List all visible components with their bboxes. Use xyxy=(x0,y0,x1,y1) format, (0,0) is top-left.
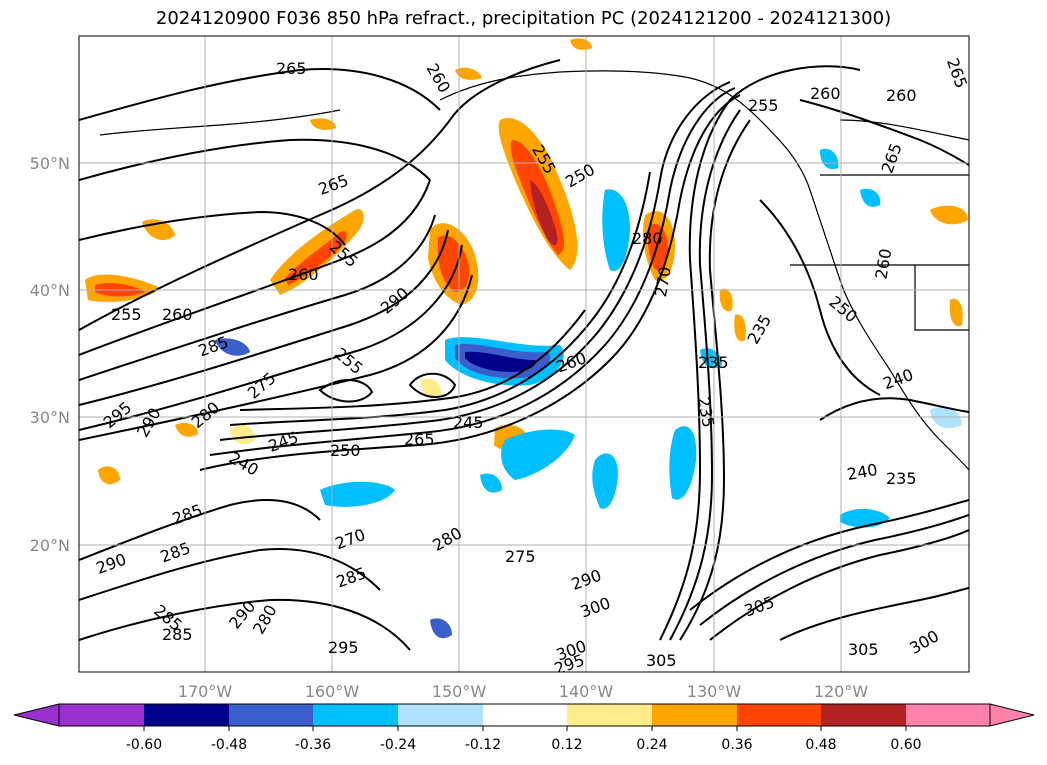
map-title: 2024120900 F036 850 hPa refract., precip… xyxy=(155,8,892,29)
contour-label: 265 xyxy=(276,59,307,78)
lat-label-50n: 50°N xyxy=(30,154,70,173)
lon-label-120w: 120°W xyxy=(814,682,869,701)
colorbar-segment xyxy=(821,704,906,726)
lon-label-130w: 130°W xyxy=(687,682,742,701)
colorbar: -0.60 -0.48 -0.36 -0.24 -0.12 0.12 0.24 … xyxy=(13,703,1035,753)
contour-label: 260 xyxy=(288,265,319,284)
colorbar-frame xyxy=(58,703,991,727)
contour-label: 235 xyxy=(886,469,917,488)
contour-label: 235 xyxy=(698,353,729,372)
lat-label-40n: 40°N xyxy=(30,281,70,300)
colorbar-segment xyxy=(652,704,737,726)
contour-label: 245 xyxy=(453,413,484,432)
gridlines xyxy=(79,36,969,672)
latitude-labels: 50°N 40°N 30°N 20°N xyxy=(30,154,70,555)
colorbar-segment xyxy=(398,704,483,726)
contour-label: 250 xyxy=(330,441,361,460)
colorbar-segment xyxy=(737,704,821,726)
refractivity-contours xyxy=(79,59,969,651)
lon-label-150w: 150°W xyxy=(432,682,487,701)
contour-label: 260 xyxy=(886,86,917,105)
contour-label: 280 xyxy=(632,229,663,248)
lon-label-160w: 160°W xyxy=(305,682,360,701)
colorbar-tick-label: 0.36 xyxy=(721,737,752,753)
contour-label: 255 xyxy=(111,305,142,324)
colorbar-tick-label: -0.36 xyxy=(295,737,331,753)
colorbar-tick-label: -0.60 xyxy=(126,737,162,753)
longitude-labels: 170°W 160°W 150°W 140°W 130°W 120°W xyxy=(178,682,869,701)
colorbar-tick-label: 0.24 xyxy=(636,737,667,753)
contour-label: 265 xyxy=(404,430,435,449)
colorbar-segment xyxy=(229,704,313,726)
contour-label: 305 xyxy=(848,640,879,659)
contour-label: 295 xyxy=(328,638,359,657)
colorbar-low-extension xyxy=(13,703,60,727)
lon-label-140w: 140°W xyxy=(559,682,614,701)
colorbar-segment xyxy=(59,704,144,726)
lat-label-20n: 20°N xyxy=(30,536,70,555)
colorbar-high-extension xyxy=(989,703,1035,727)
colorbar-tick-label: -0.48 xyxy=(211,737,247,753)
contour-label: 260 xyxy=(162,305,193,324)
contour-label: 285 xyxy=(162,625,193,644)
map-frame xyxy=(78,35,970,673)
colorbar-tick-label: 0.48 xyxy=(805,737,836,753)
coastlines xyxy=(99,70,969,471)
contour-label: 255 xyxy=(748,96,779,115)
colorbar-tick-label: -0.24 xyxy=(380,737,416,753)
lon-label-170w: 170°W xyxy=(178,682,233,701)
colorbar-segment xyxy=(906,704,990,726)
colorbar-tick-labels: -0.60 -0.48 -0.36 -0.24 -0.12 0.12 0.24 … xyxy=(126,737,922,753)
contour-label: 260 xyxy=(810,84,841,103)
precip-shading xyxy=(85,38,968,639)
colorbar-tick-label: 0.60 xyxy=(890,737,921,753)
lat-label-30n: 30°N xyxy=(30,408,70,427)
colorbar-segment xyxy=(313,704,398,726)
colorbar-segment xyxy=(144,704,229,726)
colorbar-tick-label: -0.12 xyxy=(465,737,501,753)
contour-label: 275 xyxy=(505,547,536,566)
colorbar-tick-label: 0.12 xyxy=(551,737,582,753)
colorbar-segment xyxy=(567,704,652,726)
contour-label: 305 xyxy=(646,651,677,670)
colorbar-segment xyxy=(483,704,567,726)
colorbar-ticks xyxy=(143,726,907,731)
